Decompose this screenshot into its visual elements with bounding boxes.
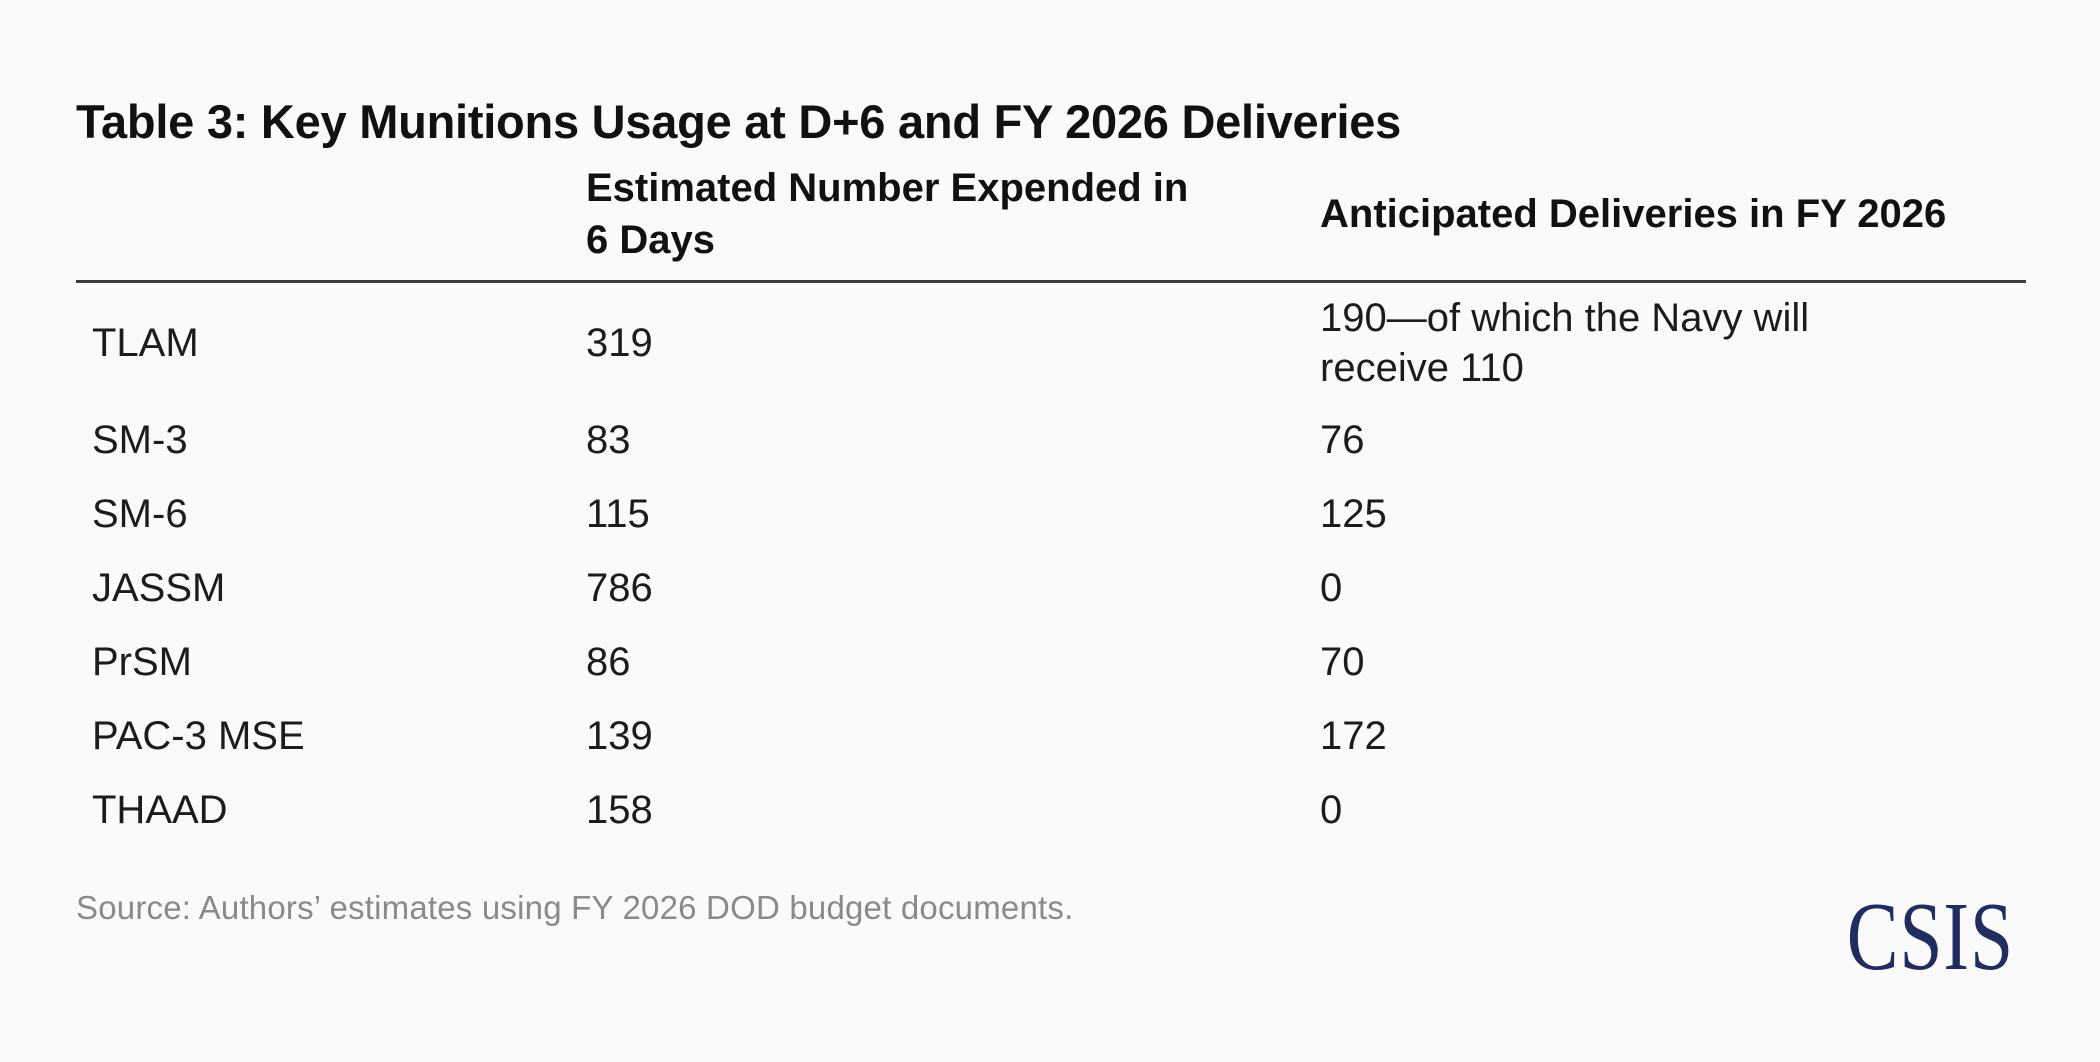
cell-system: PAC-3 MSE [92,714,305,758]
cell-deliveries: 125 [1320,492,1387,536]
cell-expended: 115 [586,492,650,536]
table-row: SM-6 115 125 [76,477,2026,551]
cell-deliveries: 172 [1320,714,1387,758]
cell-expended: 139 [586,714,653,758]
table-title: Table 3: Key Munitions Usage at D+6 and … [76,95,1402,149]
cell-deliveries: 0 [1320,566,1343,610]
cell-system: JASSM [92,566,226,610]
cell-system: PrSM [92,640,192,684]
cell-deliveries: 190—of which the Navy will receive 110 [1320,296,1810,390]
cell-system: THAAD [92,788,228,832]
cell-expended: 83 [586,418,631,462]
table-row: PAC-3 MSE 139 172 [76,699,2026,773]
cell-deliveries: 0 [1320,788,1343,832]
table-row: PrSM 86 70 [76,625,2026,699]
cell-system: SM-6 [92,492,188,536]
table-row: TLAM 319 190—of which the Navy will rece… [76,282,2026,404]
cell-expended: 786 [586,566,653,610]
column-header-deliveries: Anticipated Deliveries in FY 2026 [1320,192,1947,236]
header-row: Estimated Number Expended in 6 Days Anti… [76,162,2026,282]
table-row: THAAD 158 0 [76,773,2026,847]
cell-deliveries: 76 [1320,418,1365,462]
csis-logo: CSIS [1846,883,2014,990]
table-row: SM-3 83 76 [76,403,2026,477]
table-row: JASSM 786 0 [76,551,2026,625]
cell-system: SM-3 [92,418,188,462]
cell-expended: 86 [586,640,631,684]
cell-system: TLAM [92,321,199,365]
source-note: Source: Authors’ estimates using FY 2026… [76,889,1074,926]
cell-expended: 319 [586,321,653,365]
column-header-system [76,162,586,282]
cell-expended: 158 [586,788,653,832]
cell-deliveries: 70 [1320,640,1365,684]
munitions-table: Estimated Number Expended in 6 Days Anti… [76,162,2026,847]
column-header-expended: Estimated Number Expended in 6 Days [586,166,1189,262]
table-body: TLAM 319 190—of which the Navy will rece… [76,282,2026,848]
